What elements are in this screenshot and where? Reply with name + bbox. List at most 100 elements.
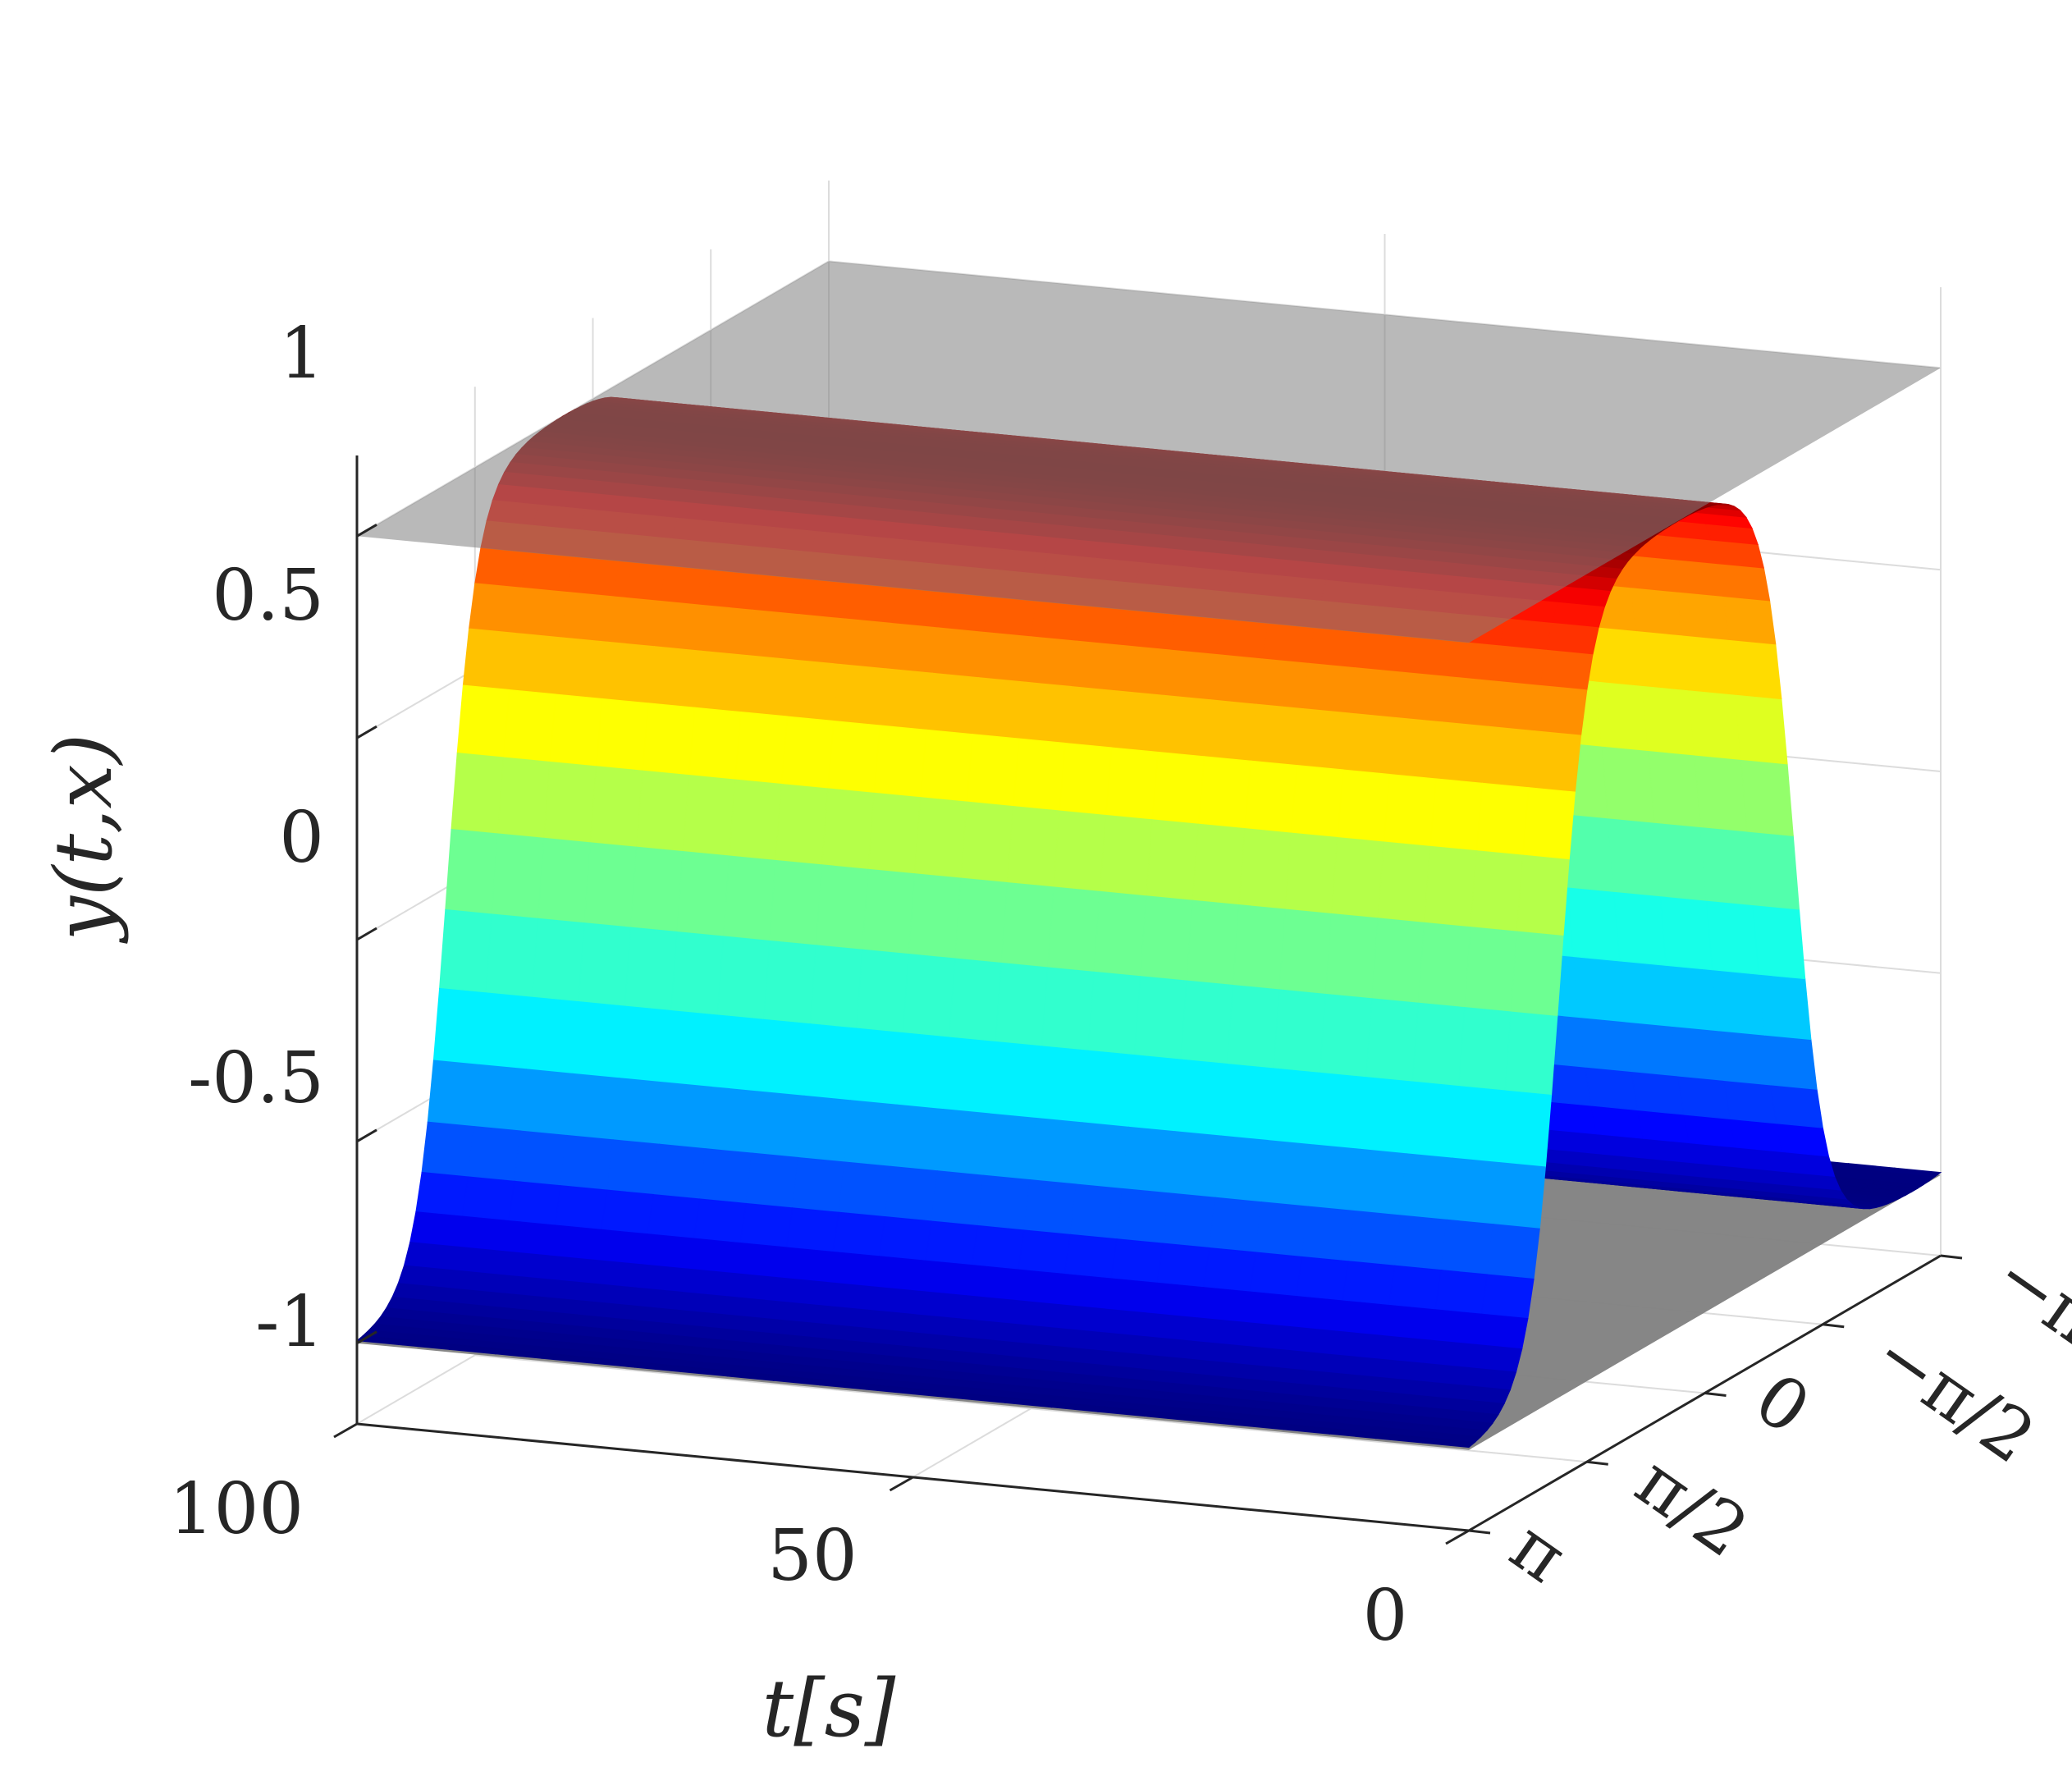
surface-patch bbox=[607, 596, 661, 648]
surface-patch bbox=[1082, 1050, 1136, 1128]
surface-patch bbox=[1157, 694, 1211, 757]
surface-patch bbox=[1123, 610, 1177, 651]
surface-patch bbox=[1204, 699, 1257, 762]
surface-patch bbox=[1388, 716, 1443, 780]
surface-patch bbox=[1758, 973, 1812, 1041]
surface-patch bbox=[1308, 627, 1362, 669]
surface-patch bbox=[1076, 1122, 1129, 1189]
surface-patch bbox=[660, 565, 713, 606]
surface-patch bbox=[1585, 1066, 1638, 1111]
surface-patch bbox=[1480, 1274, 1535, 1320]
surface-patch bbox=[572, 1001, 626, 1079]
t-tick-mark bbox=[333, 1422, 358, 1439]
surface-patch bbox=[1388, 1265, 1442, 1311]
surface-patch bbox=[1682, 634, 1736, 695]
surface-patch bbox=[1233, 904, 1286, 991]
surface-patch bbox=[1770, 1084, 1823, 1128]
surface-patch bbox=[1110, 1238, 1164, 1284]
surface-patch bbox=[1319, 993, 1373, 1078]
surface-patch bbox=[520, 552, 574, 593]
surface-patch bbox=[589, 766, 643, 848]
surface-patch bbox=[729, 779, 782, 861]
surface-patch bbox=[508, 1180, 561, 1226]
surface-patch bbox=[601, 641, 655, 704]
surface-patch bbox=[1728, 638, 1782, 700]
surface-patch bbox=[1244, 760, 1298, 834]
surface-patch bbox=[1174, 1059, 1228, 1137]
surface-patch bbox=[1064, 685, 1118, 748]
surface-patch bbox=[867, 792, 922, 875]
surface-patch bbox=[1146, 819, 1200, 901]
surface-patch bbox=[1122, 1126, 1176, 1194]
surface-patch bbox=[1746, 831, 1800, 910]
surface-patch bbox=[1023, 1179, 1077, 1235]
z-tick-mark bbox=[356, 725, 377, 739]
surface-patch bbox=[1238, 828, 1292, 910]
x-tick-label: −π/2 bbox=[1859, 1312, 2049, 1480]
t-tick-label: 0 bbox=[1363, 1575, 1408, 1657]
surface-patch bbox=[566, 1073, 620, 1141]
surface-patch bbox=[745, 1152, 799, 1209]
surface-patch bbox=[1087, 971, 1141, 1056]
surface-patch bbox=[1776, 1123, 1830, 1157]
surface-patch bbox=[1613, 890, 1667, 966]
surface-patch bbox=[1458, 1007, 1512, 1092]
surface-patch bbox=[1544, 1101, 1598, 1135]
surface-patch bbox=[1400, 1153, 1454, 1220]
surface-patch bbox=[502, 1220, 556, 1256]
surface-patch bbox=[1545, 622, 1599, 656]
surface-patch bbox=[1394, 1215, 1448, 1271]
surface-patch bbox=[919, 1260, 972, 1297]
surface-patch bbox=[1636, 1110, 1690, 1144]
surface-patch bbox=[832, 1211, 886, 1257]
surface-patch bbox=[549, 693, 603, 767]
surface-patch bbox=[1296, 1256, 1349, 1302]
z-tick-mark bbox=[356, 1128, 377, 1143]
surface-patch bbox=[578, 922, 632, 1007]
surface-patch bbox=[415, 1171, 469, 1217]
surface-patch bbox=[496, 757, 551, 839]
surface-patch bbox=[1579, 1017, 1632, 1073]
surface-patch bbox=[612, 1078, 666, 1145]
surface-patch bbox=[1063, 1233, 1118, 1279]
surface-patch bbox=[1718, 1030, 1772, 1086]
surface-patch bbox=[885, 1165, 938, 1222]
surface-patch bbox=[642, 703, 696, 776]
surface-patch bbox=[1712, 969, 1765, 1036]
surface-patch bbox=[780, 716, 835, 790]
surface-patch bbox=[1642, 684, 1695, 756]
surface-patch bbox=[1000, 881, 1054, 968]
surface-patch bbox=[1215, 618, 1269, 660]
surface-patch bbox=[856, 949, 909, 1034]
surface-patch bbox=[485, 913, 539, 998]
surface-patch bbox=[1653, 822, 1708, 901]
z-tick-label: -1 bbox=[255, 1281, 324, 1363]
surface-patch bbox=[1191, 1317, 1245, 1347]
surface-patch bbox=[1140, 895, 1193, 982]
z-tick-label: 0.5 bbox=[212, 555, 324, 637]
surface-patch bbox=[1676, 591, 1730, 640]
surface-patch bbox=[1105, 747, 1159, 821]
surface-patch bbox=[1446, 1157, 1500, 1225]
surface-patch bbox=[740, 655, 794, 717]
surface-patch bbox=[1214, 1135, 1269, 1203]
surface-patch bbox=[421, 1121, 475, 1178]
surface-patch bbox=[641, 1233, 695, 1270]
surface-patch bbox=[752, 574, 806, 616]
x-tick-label: −π bbox=[1980, 1233, 2072, 1362]
surface-patch bbox=[1220, 1063, 1274, 1142]
surface-patch bbox=[479, 992, 533, 1070]
surface-patch bbox=[636, 770, 690, 853]
surface-patch bbox=[1209, 1197, 1263, 1253]
surface-patch bbox=[1487, 1224, 1540, 1279]
surface-patch bbox=[1677, 1075, 1731, 1119]
z-tick-mark bbox=[356, 1330, 377, 1344]
surface-patch bbox=[1434, 1270, 1489, 1315]
surface-patch bbox=[826, 1251, 880, 1288]
surface-patch bbox=[1330, 1330, 1384, 1360]
surface-patch bbox=[873, 725, 927, 799]
surface-patch bbox=[1261, 623, 1315, 664]
surface-patch bbox=[542, 1255, 597, 1284]
surface-patch bbox=[966, 734, 1020, 808]
surface-patch bbox=[798, 579, 853, 620]
